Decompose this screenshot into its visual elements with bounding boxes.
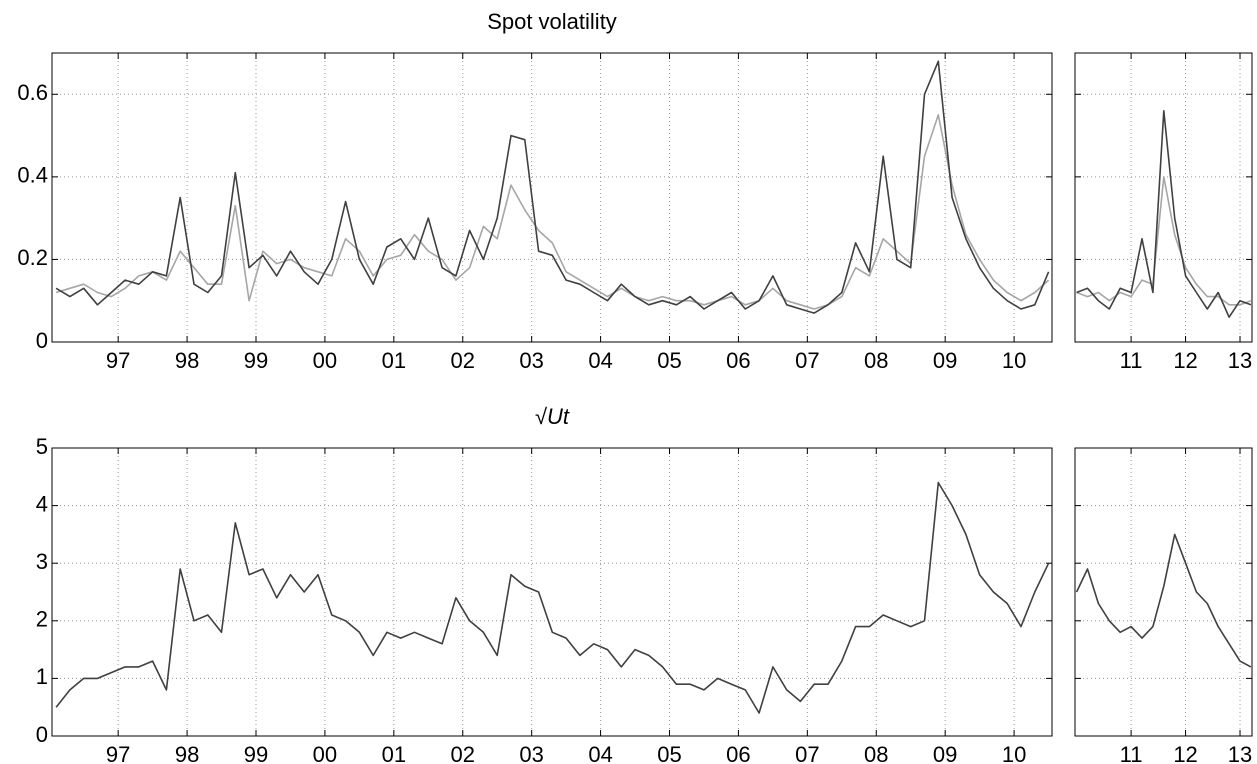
x-tick-label: 09 (933, 742, 957, 764)
x-tick-label: 07 (795, 742, 819, 764)
x-tick-label: 99 (244, 348, 268, 373)
plot-frame (51, 52, 1053, 343)
x-tick-label: 97 (106, 742, 130, 764)
x-tick-label: 10 (1002, 348, 1026, 373)
plot-frame (1074, 52, 1253, 343)
x-tick-label: 97 (106, 348, 130, 373)
line-series (55, 114, 1050, 310)
x-tick-label: 13 (1228, 742, 1252, 764)
y-tick-label: 2 (36, 607, 48, 632)
x-tick-label: 01 (382, 348, 406, 373)
x-tick-label: 04 (588, 742, 612, 764)
y-tick-label: 4 (36, 491, 48, 516)
x-tick-label: 06 (726, 742, 750, 764)
x-tick-label: 09 (933, 348, 957, 373)
x-tick-label: 98 (175, 742, 199, 764)
y-tick-label: 0 (36, 328, 48, 353)
x-tick-label: 02 (451, 742, 475, 764)
y-tick-label: 0 (36, 722, 48, 747)
x-tick-label: 06 (726, 348, 750, 373)
x-tick-label: 99 (244, 742, 268, 764)
line-series (55, 60, 1050, 314)
y-tick-label: 1 (36, 664, 48, 689)
x-tick-label: 07 (795, 348, 819, 373)
x-tick-label: 00 (313, 348, 337, 373)
x-tick-label: 00 (313, 742, 337, 764)
x-tick-label: 02 (451, 348, 475, 373)
x-tick-label: 05 (657, 348, 681, 373)
x-tick-label: 13 (1228, 348, 1252, 373)
line-series (1075, 533, 1252, 668)
y-tick-label: 5 (36, 434, 48, 459)
line-series (1076, 110, 1252, 318)
line-series (55, 481, 1050, 714)
y-tick-label: 0.2 (17, 245, 48, 270)
x-tick-label: 05 (657, 742, 681, 764)
x-tick-label: 03 (519, 348, 543, 373)
x-tick-label: 10 (1002, 742, 1026, 764)
x-tick-label: 12 (1173, 742, 1197, 764)
x-tick-label: 11 (1120, 742, 1143, 764)
x-tick-label: 98 (175, 348, 199, 373)
x-tick-label: 01 (382, 742, 406, 764)
line-series (1076, 176, 1252, 306)
y-tick-label: 0.6 (17, 80, 48, 105)
x-tick-label: 08 (864, 348, 888, 373)
x-tick-label: 11 (1120, 348, 1143, 373)
x-tick-label: 12 (1173, 348, 1197, 373)
chart-title: √Ut (535, 404, 570, 429)
plot-frame (1074, 447, 1253, 737)
x-tick-label: 04 (588, 348, 612, 373)
x-tick-label: 08 (864, 742, 888, 764)
y-tick-label: 0.4 (17, 163, 48, 188)
x-tick-label: 03 (519, 742, 543, 764)
y-tick-label: 3 (36, 549, 48, 574)
plot-frame (51, 447, 1053, 737)
chart-title: Spot volatility (487, 9, 617, 34)
